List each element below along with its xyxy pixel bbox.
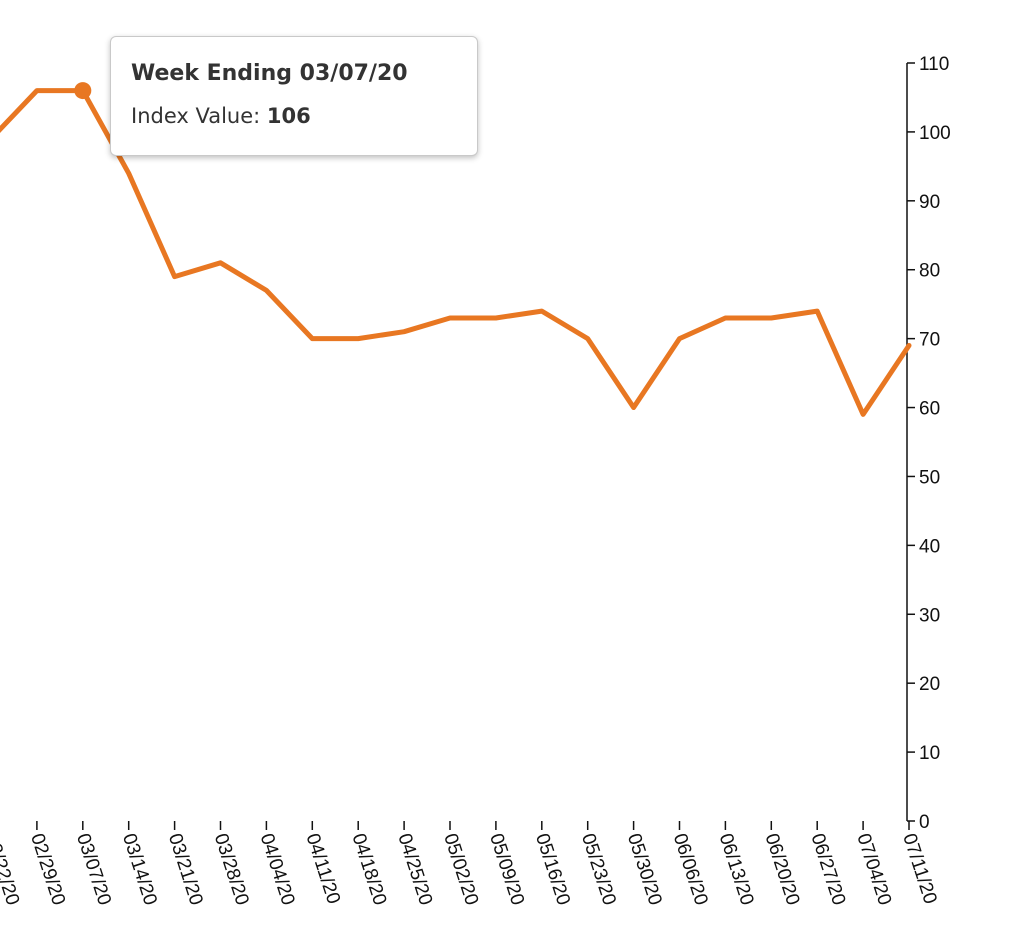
y-tick-label: 50	[919, 467, 940, 488]
y-tick-label: 100	[919, 123, 951, 144]
tooltip-title: Week Ending 03/07/20	[131, 61, 408, 86]
marker-layer	[74, 82, 92, 100]
x-tick-label: 03/07/20	[72, 831, 115, 908]
x-tick-label: 04/11/20	[302, 831, 344, 907]
tooltip-row: Index Value: 106	[131, 104, 457, 128]
y-tick-label: 10	[919, 743, 940, 764]
x-tick-label: 06/06/20	[669, 831, 712, 908]
highlight-point[interactable]	[74, 82, 92, 100]
x-tick-label: 06/27/20	[806, 831, 849, 908]
x-tick-label: 05/23/20	[577, 831, 620, 908]
x-tick-label: 02/22/20	[0, 831, 23, 908]
x-tick-label: 04/25/20	[393, 831, 436, 908]
y-tick-label: 0	[919, 812, 930, 833]
x-tick-label: 03/28/20	[210, 831, 253, 908]
y-tick-label: 70	[919, 330, 940, 351]
chart-tooltip: Week Ending 03/07/20 Index Value: 106	[110, 36, 478, 156]
y-tick-label: 80	[919, 261, 940, 282]
x-tick-label: 07/11/20	[898, 831, 940, 907]
y-tick-label: 20	[919, 674, 940, 695]
y-tick-label: 110	[919, 54, 949, 75]
series-line	[0, 88, 912, 417]
tooltip-value: 106	[266, 104, 311, 128]
y-tick-label: 30	[919, 605, 940, 626]
tooltip-label: Index Value:	[131, 104, 267, 128]
series-layer	[0, 88, 912, 417]
x-tick-label: 04/04/20	[256, 831, 299, 908]
x-tick-label: 02/29/20	[26, 831, 69, 908]
x-tick-label: 05/02/20	[439, 831, 482, 908]
x-tick-label: 05/16/20	[531, 831, 574, 908]
y-tick-label: 60	[919, 399, 940, 420]
y-axis: 0 10 20 30 40 50 60 70 80 90 100 110	[906, 54, 951, 833]
x-tick-label: 05/30/20	[623, 831, 666, 908]
y-tick-label: 40	[919, 536, 940, 557]
x-tick-label: 06/20/20	[761, 831, 804, 908]
x-tick-label: 03/21/20	[164, 831, 207, 908]
x-tick-label: 03/14/20	[118, 831, 161, 908]
x-tick-label: 07/04/20	[852, 831, 895, 908]
y-tick-label: 90	[919, 192, 940, 213]
x-tick-label: 06/13/20	[715, 831, 758, 908]
x-tick-label: 05/09/20	[485, 831, 528, 908]
x-axis: 02/22/20 02/29/20 03/07/20 03/14/20 03/21/20…	[0, 821, 941, 908]
x-tick-label: 04/18/20	[347, 831, 390, 908]
